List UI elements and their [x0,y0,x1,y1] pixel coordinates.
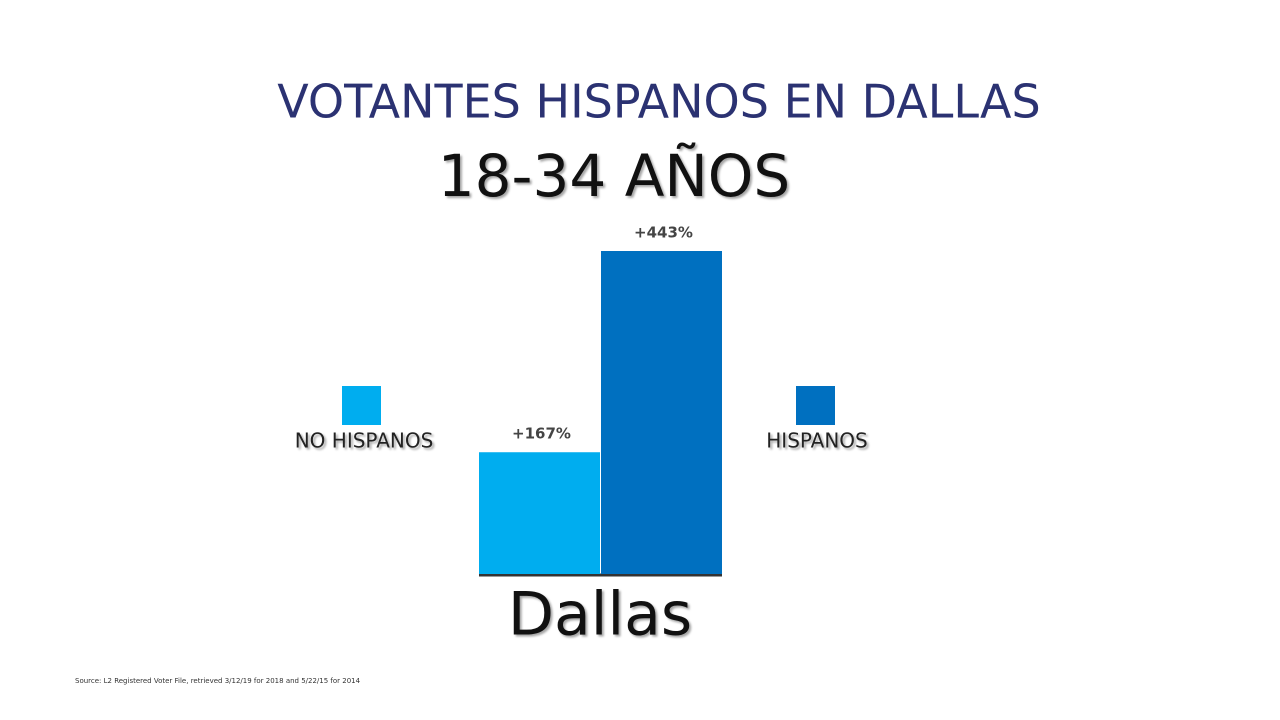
value-label: +167% [512,425,571,443]
source-note: Source: L2 Registered Voter File, retrie… [75,677,361,685]
bar [601,251,722,574]
chart-title: VOTANTES HISPANOS EN DALLAS [277,75,1040,129]
chart-subtitle: 18-34 AÑOS [438,141,791,210]
legend-label: HISPANOS [766,429,868,453]
legend-label: NO HISPANOS [295,429,434,453]
x-tick-label: Dallas [508,580,692,650]
legend-swatch [796,386,835,425]
value-label: +443% [634,224,693,242]
legend-swatch [342,386,381,425]
bar [479,452,600,574]
